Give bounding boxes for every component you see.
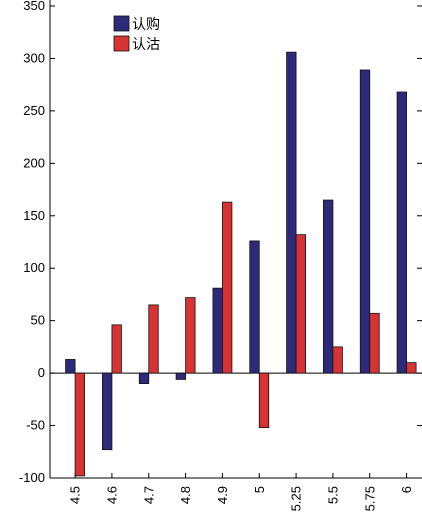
x-axis: 4.5 4.6 4.7 4.8 4.9 5 5.25 5.5 5.75 6 bbox=[68, 473, 414, 511]
x-tick-label: 4.7 bbox=[141, 486, 156, 504]
x-tick-label: 4.5 bbox=[68, 486, 83, 504]
y-tick-label: 300 bbox=[23, 50, 45, 65]
x-tick-label: 4.8 bbox=[178, 486, 193, 504]
y-tick-label: 100 bbox=[23, 260, 45, 275]
x-tick-label: 4.6 bbox=[104, 486, 119, 504]
call-bar-4.7 bbox=[138, 372, 150, 385]
call-bar-4.9 bbox=[212, 287, 223, 374]
y-axis: -100 -50 0 50 100 150 200 250 300 350 bbox=[19, 0, 422, 485]
y-tick-label: 250 bbox=[23, 103, 45, 118]
x-tick-label: 4.9 bbox=[215, 486, 230, 504]
y-tick-label: 50 bbox=[31, 313, 45, 328]
put-bar-4.5 bbox=[74, 372, 85, 477]
legend-label: 认沽 bbox=[132, 36, 160, 52]
call-bar-5.75 bbox=[359, 69, 371, 374]
call-bar-5.5 bbox=[323, 199, 334, 374]
put-bar-4.8 bbox=[185, 297, 196, 374]
x-tick-label: 5.25 bbox=[289, 486, 304, 511]
y-tick-label: -50 bbox=[26, 418, 45, 433]
legend-label: 认购 bbox=[132, 16, 160, 32]
put-bar-4.7 bbox=[148, 304, 159, 374]
call-bar-4.5 bbox=[65, 359, 76, 374]
y-tick-label: 150 bbox=[23, 208, 45, 223]
call-bar-4.6 bbox=[102, 372, 113, 451]
bars bbox=[65, 51, 417, 477]
put-bar-5.25 bbox=[295, 234, 306, 374]
call-bar-4.8 bbox=[175, 372, 186, 380]
put-bar-6 bbox=[406, 362, 417, 374]
y-tick-label: -100 bbox=[19, 470, 45, 485]
legend-swatch bbox=[113, 15, 130, 32]
put-bar-5 bbox=[258, 372, 270, 429]
put-bar-5.5 bbox=[332, 346, 343, 374]
x-tick-label: 5 bbox=[252, 486, 267, 493]
y-tick-label: 0 bbox=[38, 365, 45, 380]
x-tick-label: 5.75 bbox=[362, 486, 377, 511]
put-bar-4.6 bbox=[111, 324, 122, 374]
put-bar-5.75 bbox=[369, 312, 380, 374]
call-bar-5.25 bbox=[286, 51, 297, 374]
put-bar-4.9 bbox=[222, 201, 233, 374]
y-tick-label: 350 bbox=[23, 0, 45, 13]
x-tick-label: 5.5 bbox=[325, 486, 340, 504]
x-tick-label: 6 bbox=[399, 486, 414, 493]
y-tick-label: 200 bbox=[23, 155, 45, 170]
legend-swatch bbox=[113, 35, 130, 52]
call-bar-6 bbox=[396, 91, 407, 374]
call-bar-5 bbox=[249, 240, 260, 374]
